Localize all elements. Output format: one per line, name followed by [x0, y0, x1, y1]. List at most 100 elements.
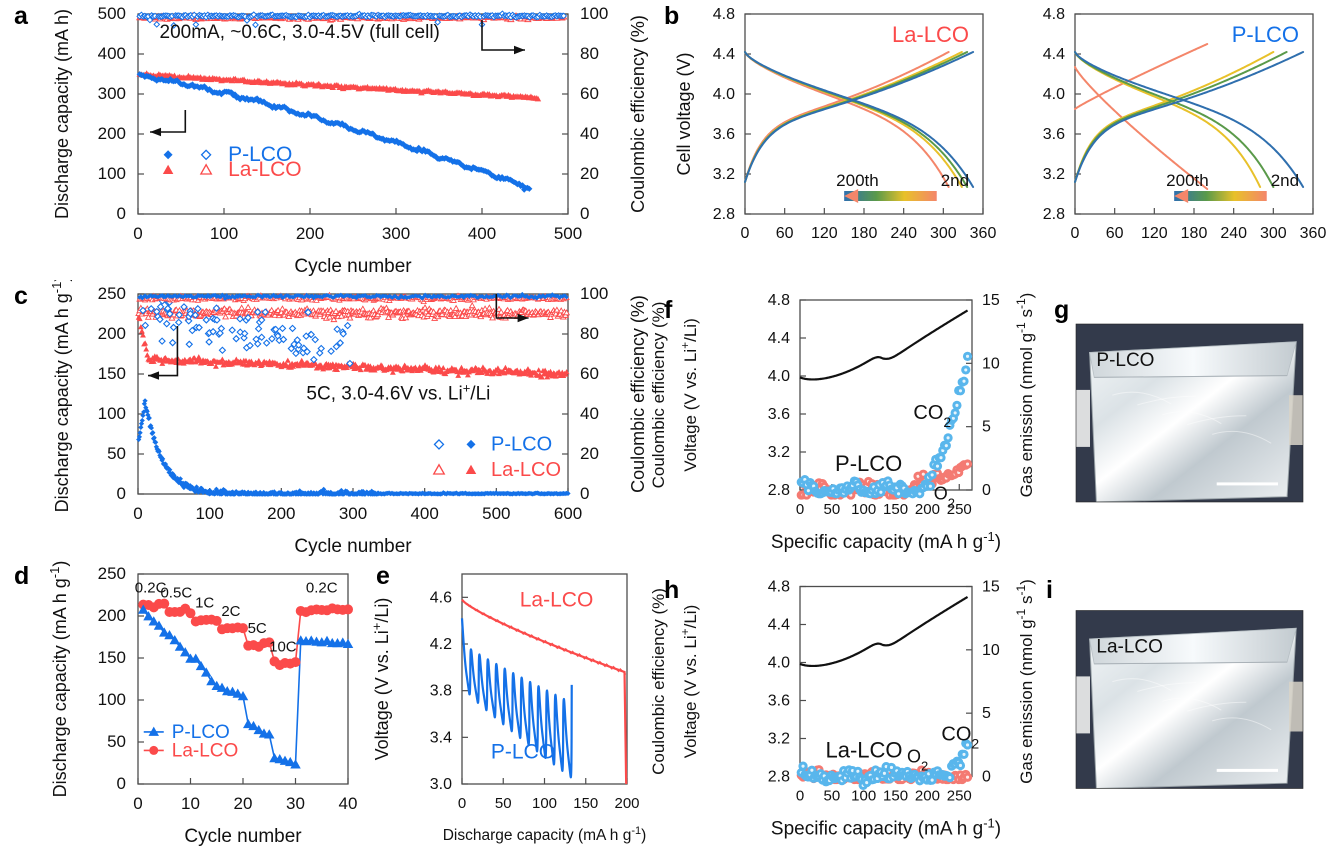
- svg-text:La-LCO: La-LCO: [491, 459, 561, 481]
- svg-text:4.2: 4.2: [430, 636, 452, 653]
- svg-text:4.4: 4.4: [768, 617, 790, 634]
- svg-text:120: 120: [811, 225, 838, 242]
- svg-text:150: 150: [883, 501, 908, 518]
- svg-text:20: 20: [580, 444, 599, 463]
- svg-text:200mA, ~0.6C, 3.0-4.5V (full c: 200mA, ~0.6C, 3.0-4.5V (full cell): [160, 22, 440, 43]
- svg-text:1C: 1C: [195, 595, 214, 612]
- svg-text:50: 50: [107, 732, 126, 751]
- svg-text:200: 200: [98, 606, 126, 625]
- svg-text:Cycle number: Cycle number: [294, 536, 412, 557]
- svg-text:Specific capacity (mA h g-1): Specific capacity (mA h g-1): [771, 529, 1001, 554]
- svg-text:3.6: 3.6: [713, 126, 735, 143]
- svg-text:200: 200: [98, 324, 126, 343]
- svg-text:Discharge capacity (mA h g-1): Discharge capacity (mA h g-1): [49, 280, 73, 512]
- svg-text:4.6: 4.6: [430, 589, 452, 606]
- svg-text:100: 100: [195, 504, 223, 523]
- svg-text:100: 100: [98, 404, 126, 423]
- svg-text:0: 0: [796, 501, 804, 518]
- svg-text:60: 60: [776, 225, 794, 242]
- svg-text:4.4: 4.4: [768, 330, 790, 347]
- svg-text:4.0: 4.0: [768, 655, 790, 672]
- svg-text:2.8: 2.8: [768, 482, 790, 499]
- svg-text:200th: 200th: [1166, 171, 1209, 190]
- svg-text:20: 20: [580, 164, 599, 183]
- svg-text:0: 0: [117, 774, 126, 793]
- svg-text:500: 500: [554, 224, 582, 243]
- svg-text:Voltage (V vs. Li+/Li): Voltage (V vs. Li+/Li): [678, 318, 700, 471]
- svg-text:3.6: 3.6: [768, 693, 790, 710]
- svg-text:300: 300: [382, 224, 410, 243]
- svg-text:5C: 5C: [248, 620, 267, 637]
- svg-text:4.0: 4.0: [1043, 86, 1065, 103]
- svg-text:La-LCO: La-LCO: [1096, 636, 1163, 657]
- svg-text:0: 0: [796, 788, 804, 805]
- svg-text:Discharge capacity (mA h g-1): Discharge capacity (mA h g-1): [47, 561, 71, 798]
- svg-text:20: 20: [234, 794, 253, 813]
- svg-text:2nd: 2nd: [941, 171, 969, 190]
- svg-text:100: 100: [851, 501, 876, 518]
- svg-text:0.5C: 0.5C: [160, 585, 192, 602]
- svg-text:Voltage (V vs. Li+/Li): Voltage (V vs. Li+/Li): [370, 598, 392, 761]
- svg-text:3.2: 3.2: [1043, 166, 1065, 183]
- svg-text:400: 400: [98, 44, 126, 63]
- svg-text:Coulombic efficiency (%): Coulombic efficiency (%): [628, 295, 648, 493]
- svg-text:60: 60: [580, 364, 599, 383]
- svg-text:200: 200: [915, 501, 940, 518]
- svg-text:0: 0: [133, 224, 142, 243]
- svg-text:Coulombic efficiency (%): Coulombic efficiency (%): [650, 588, 668, 775]
- svg-text:3.8: 3.8: [430, 683, 452, 700]
- svg-text:60: 60: [580, 84, 599, 103]
- svg-text:Cycle number: Cycle number: [294, 256, 412, 277]
- svg-text:P-LCO: P-LCO: [1096, 350, 1154, 371]
- svg-text:2.8: 2.8: [768, 769, 790, 786]
- svg-text:3.6: 3.6: [768, 406, 790, 423]
- svg-text:50: 50: [824, 788, 841, 805]
- svg-text:Discharge capacity (mA h): Discharge capacity (mA h): [52, 9, 72, 219]
- svg-text:3.2: 3.2: [768, 731, 790, 748]
- svg-text:4.8: 4.8: [1043, 6, 1065, 23]
- svg-text:500: 500: [98, 4, 126, 23]
- svg-text:80: 80: [580, 324, 599, 343]
- svg-text:3.2: 3.2: [768, 444, 790, 461]
- svg-text:2nd: 2nd: [1271, 171, 1299, 190]
- svg-text:3.4: 3.4: [430, 729, 452, 746]
- svg-text:La-LCO: La-LCO: [172, 740, 239, 761]
- svg-text:40: 40: [580, 124, 599, 143]
- svg-text:30: 30: [286, 794, 305, 813]
- svg-text:600: 600: [554, 504, 582, 523]
- svg-text:P-LCO: P-LCO: [835, 451, 902, 476]
- svg-text:40: 40: [580, 404, 599, 423]
- svg-text:0: 0: [133, 504, 142, 523]
- svg-text:Coulombic efficiency (%): Coulombic efficiency (%): [650, 302, 668, 489]
- svg-text:0: 0: [982, 482, 991, 499]
- svg-text:La-LCO: La-LCO: [825, 738, 902, 763]
- svg-text:2.8: 2.8: [1043, 206, 1065, 223]
- svg-text:Voltage (V vs. Li+/Li): Voltage (V vs. Li+/Li): [678, 605, 700, 758]
- svg-text:15: 15: [982, 579, 1000, 596]
- svg-text:4.8: 4.8: [768, 292, 790, 309]
- svg-text:Specific capacity (mA h g-1): Specific capacity (mA h g-1): [771, 815, 1001, 840]
- svg-text:100: 100: [98, 164, 126, 183]
- svg-text:100: 100: [98, 690, 126, 709]
- svg-text:P-LCO: P-LCO: [1232, 22, 1299, 47]
- svg-text:200th: 200th: [836, 171, 879, 190]
- svg-text:0: 0: [117, 204, 126, 223]
- svg-text:0: 0: [982, 769, 991, 786]
- svg-text:10: 10: [982, 355, 1000, 372]
- svg-text:120: 120: [1141, 225, 1168, 242]
- svg-text:3.6: 3.6: [1043, 126, 1065, 143]
- svg-text:180: 180: [851, 225, 878, 242]
- svg-text:2C: 2C: [221, 603, 240, 620]
- svg-text:10: 10: [181, 794, 200, 813]
- svg-text:5: 5: [982, 705, 991, 722]
- svg-text:Cell voltage (V): Cell voltage (V): [674, 52, 694, 175]
- svg-text:15: 15: [982, 292, 1000, 309]
- svg-text:0: 0: [133, 794, 142, 813]
- svg-text:La-LCO: La-LCO: [520, 589, 594, 612]
- svg-text:P-LCO: P-LCO: [491, 433, 552, 455]
- svg-text:4.8: 4.8: [713, 6, 735, 23]
- svg-text:240: 240: [890, 225, 917, 242]
- svg-text:150: 150: [98, 648, 126, 667]
- svg-text:2.8: 2.8: [713, 206, 735, 223]
- svg-text:100: 100: [580, 284, 608, 303]
